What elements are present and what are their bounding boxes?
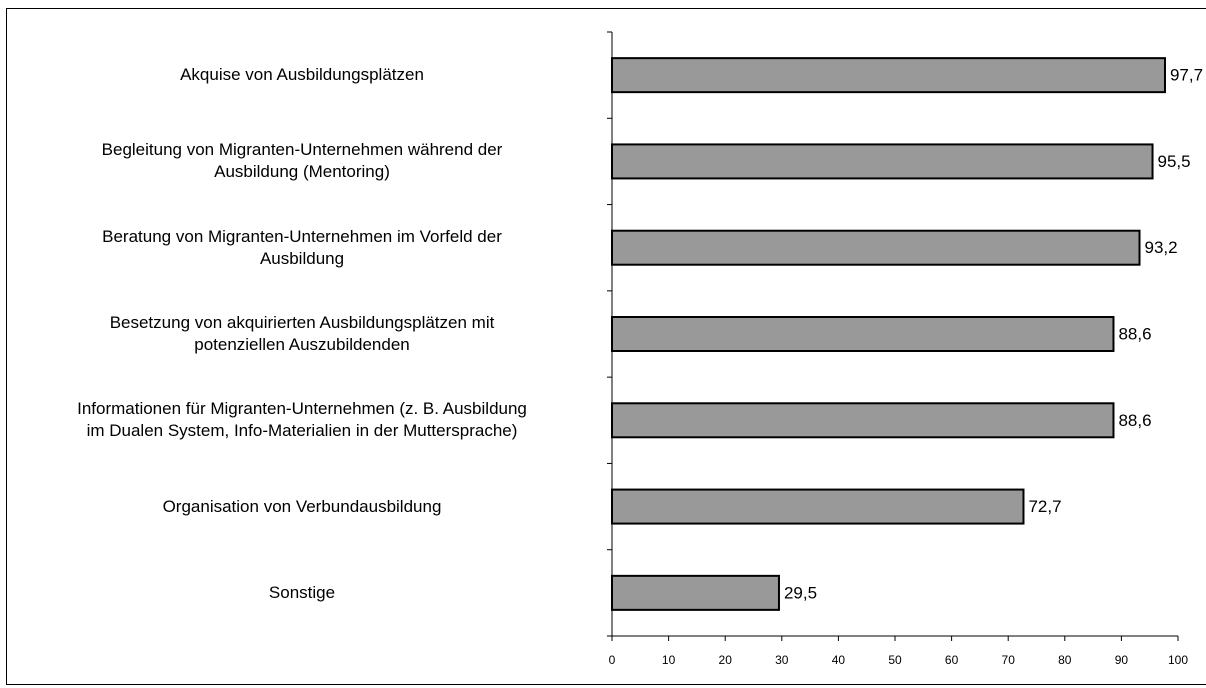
value-label: 97,7 bbox=[1170, 66, 1203, 85]
value-label: 95,5 bbox=[1158, 152, 1191, 171]
value-label: 72,7 bbox=[1028, 497, 1061, 516]
x-tick-label: 20 bbox=[719, 653, 733, 667]
category-label: Informationen für Migranten-Unternehmen … bbox=[77, 399, 527, 441]
x-tick-label: 10 bbox=[662, 653, 676, 667]
chart-frame bbox=[6, 8, 1206, 685]
category-label: Sonstige bbox=[268, 582, 336, 602]
bar bbox=[611, 57, 1166, 94]
category-label: Organisation von Verbundausbildung bbox=[162, 496, 442, 516]
x-tick-label: 60 bbox=[945, 653, 959, 667]
value-label: 29,5 bbox=[784, 583, 817, 602]
x-tick-label: 100 bbox=[1168, 653, 1188, 667]
x-tick-label: 40 bbox=[832, 653, 846, 667]
bar bbox=[611, 574, 780, 611]
category-label: Akquise von Ausbildungsplätzen bbox=[180, 65, 424, 85]
x-tick-label: 30 bbox=[775, 653, 789, 667]
category-label: Begleitung von Migranten-Unternehmen wäh… bbox=[101, 140, 503, 182]
value-label: 88,6 bbox=[1118, 324, 1151, 343]
bar bbox=[611, 488, 1025, 525]
x-tick-label: 90 bbox=[1115, 653, 1129, 667]
bar bbox=[611, 143, 1154, 180]
category-label: Besetzung von akquirierten Ausbildungspl… bbox=[109, 313, 495, 354]
x-tick-label: 0 bbox=[609, 653, 616, 667]
x-tick-label: 70 bbox=[1002, 653, 1016, 667]
bar bbox=[611, 316, 1115, 352]
value-label: 93,2 bbox=[1145, 238, 1178, 257]
category-label: Beratung von Migranten-Unternehmen im Vo… bbox=[102, 226, 502, 268]
bar bbox=[611, 402, 1115, 439]
x-tick-label: 80 bbox=[1058, 653, 1072, 667]
value-label: 88,6 bbox=[1118, 411, 1151, 430]
x-tick-label: 50 bbox=[888, 653, 902, 667]
bar bbox=[611, 229, 1141, 266]
